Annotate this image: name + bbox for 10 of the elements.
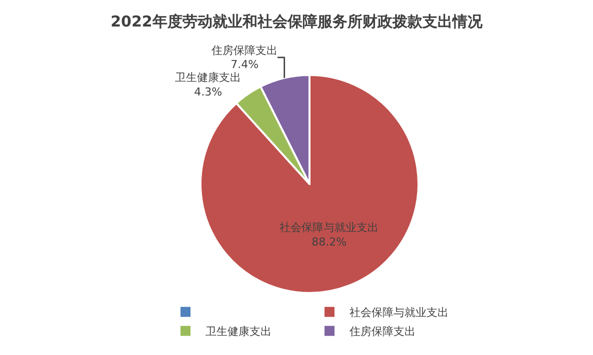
data-label: 7.4% [230,58,259,72]
slice-label: 住房保障支出 [212,44,278,57]
data-label: 4.3% [194,85,222,98]
data-label: 88.2% [312,236,347,249]
slice-label: 卫生健康支出 [175,71,242,84]
legend-label: 社会保障与就业支出 [350,306,448,320]
slice-label: 社会保障与就业支出 [280,221,379,234]
chart-title: 2022年度劳动就业和社会保障服务所财政拨款支出情况 [110,12,484,30]
legend-label: 卫生健康支出 [206,325,272,338]
legend-label: 住房保障支出 [350,325,416,338]
